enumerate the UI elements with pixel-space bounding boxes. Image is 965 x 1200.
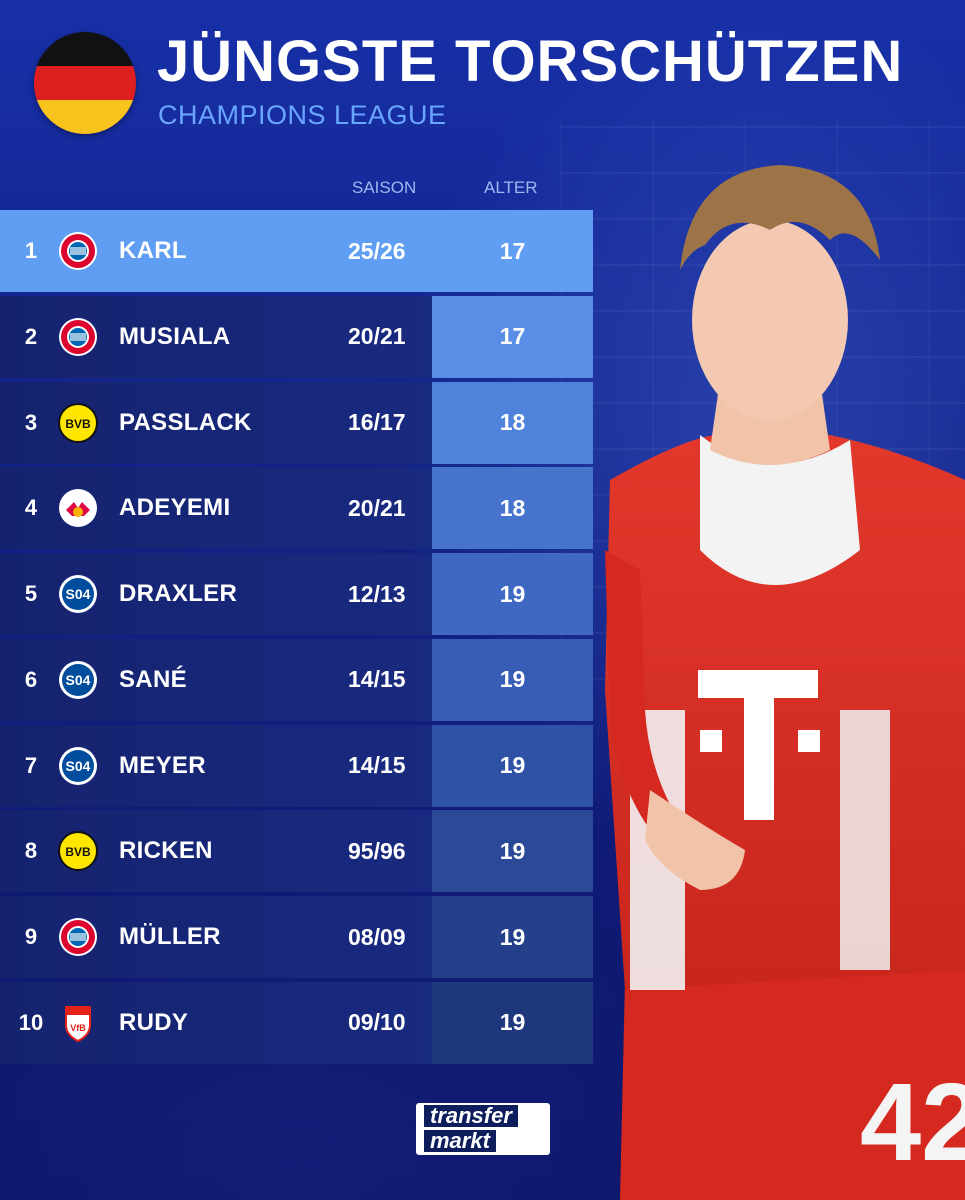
rank-number: 6 [24,666,38,692]
rank-number: 3 [24,409,38,435]
player-name: PASSLACK [119,408,252,436]
rank-number: 5 [24,581,38,606]
ranking-table: 17 1 KARL 25/26 17 2 MUSIALA 20/21 18 3 BVB PASSLAC… [0,210,593,1068]
saison-value: 20/21 [348,323,406,350]
saison-value: 09/10 [348,1009,406,1036]
saison-value: 14/15 [348,666,406,693]
player-name: ADEYEMI [119,494,231,522]
player-name: RUDY [119,1008,189,1036]
table-row: 18 3 BVB PASSLACK 16/17 [0,381,593,464]
table-row: 17 2 MUSIALA 20/21 [0,295,593,378]
rank-number: 10 [18,1009,44,1035]
leipzig-club-icon [58,488,98,528]
germany-flag-icon [34,32,136,134]
schalke-club-icon: S04 [58,574,98,614]
alter-cell: 19 [432,638,593,721]
bvb-club-icon: BVB [58,402,98,443]
transfermarkt-logo: transfer markt [416,1103,550,1155]
player-name: DRAXLER [119,580,238,607]
player-name: MEYER [119,751,206,779]
saison-value: 12/13 [348,580,406,607]
schalke-club-icon: S04 [58,660,98,700]
rank-number: 8 [24,838,38,864]
alter-cell: 18 [432,381,593,464]
bvb-club-icon: BVB [58,831,98,872]
alter-cell: 17 [432,295,593,378]
schalke-club-icon: S04 [58,746,98,786]
shirt-number: 42 [860,1061,965,1184]
saison-value: 08/09 [348,923,406,950]
table-row: 19 9 MÜLLER 08/09 [0,896,593,978]
rank-number: 9 [24,924,38,949]
svg-text:BVB: BVB [65,417,91,431]
page-title: JÜNGSTE TORSCHÜTZEN [157,29,904,94]
brand-line-2: markt [424,1130,496,1152]
table-row: 19 5 S04 DRAXLER 12/13 [0,553,593,635]
page-subtitle: CHAMPIONS LEAGUE [158,100,447,130]
svg-text:BVB: BVB [65,845,91,859]
alter-cell: 19 [432,896,593,978]
alter-cell: 19 [432,724,593,807]
saison-value: 16/17 [348,409,406,435]
column-header-alter: ALTER [484,178,538,197]
svg-text:VfB: VfB [70,1023,86,1033]
player-photo: 42 [605,165,965,1200]
table-row: 18 4 ADEYEMI 20/21 [0,467,593,550]
rank-number: 4 [24,495,38,521]
table-row: 19 6 S04 SANÉ 14/15 [0,638,593,721]
saison-value: 14/15 [348,752,406,778]
saison-value: 95/96 [348,837,406,864]
saison-value: 20/21 [348,494,406,521]
alter-cell: 19 [432,553,593,635]
svg-text:S04: S04 [66,758,91,774]
stuttgart-club-icon: VfB [58,1003,98,1043]
bayern-club-icon [58,317,98,357]
player-name: MÜLLER [119,923,221,950]
player-name: KARL [119,237,187,264]
bayern-club-icon [58,917,98,957]
alter-cell: 18 [432,467,593,550]
svg-text:S04: S04 [66,586,91,602]
saison-value: 25/26 [348,237,406,264]
player-name: SANÉ [119,665,187,693]
table-row: 19 7 S04 MEYER 14/15 [0,724,593,807]
svg-text:S04: S04 [66,672,91,688]
table-row: 19 10 VfB RUDY 09/10 [0,981,593,1064]
column-header-saison: SAISON [352,178,417,197]
rank-number: 7 [24,752,38,778]
alter-cell: 17 [432,210,593,292]
rank-number: 2 [24,323,38,349]
rank-number: 1 [24,238,38,263]
player-name: MUSIALA [119,322,231,350]
table-row: 19 8 BVB RICKEN 95/96 [0,810,593,893]
player-name: RICKEN [119,837,213,865]
table-row: 17 1 KARL 25/26 [0,210,593,292]
alter-cell: 19 [432,810,593,893]
brand-line-1: transfer [424,1105,518,1127]
bayern-club-icon [58,231,98,271]
alter-cell: 19 [432,981,593,1064]
